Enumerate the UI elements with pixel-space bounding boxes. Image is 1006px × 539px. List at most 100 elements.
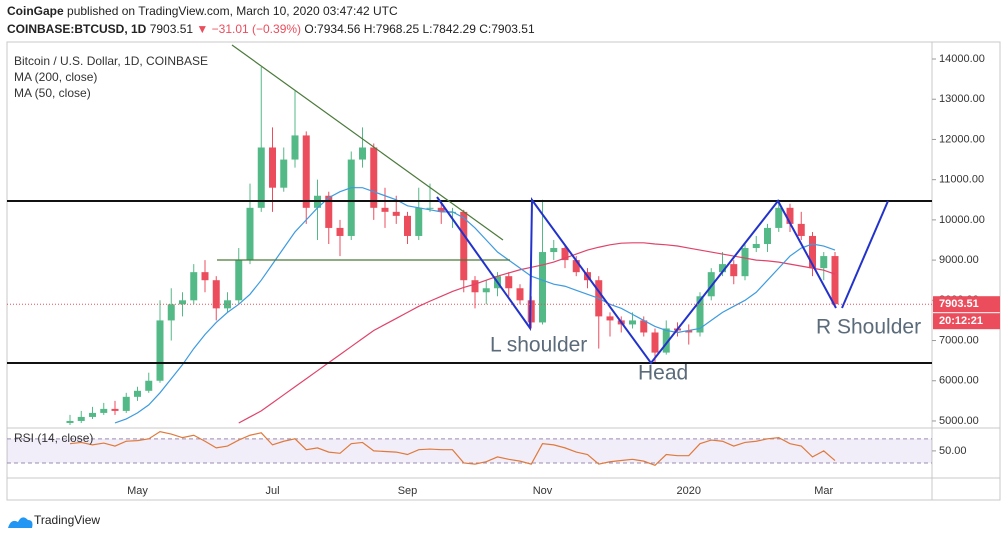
candle-body [741,248,749,277]
candle-body [89,412,96,417]
pattern-line [436,196,837,365]
high: H:7968.25 [364,22,420,36]
header-line-2: COINBASE:BTCUSD, 1D 7903.51 ▼ −31.01 (−0… [7,22,535,36]
series-line [69,430,836,467]
logo: TradingView [8,513,100,528]
candle-body [460,211,468,281]
candle-body [302,135,310,208]
candle-body [719,264,726,273]
candle-body [347,159,355,236]
candle-body [370,147,378,208]
candle-body [809,235,816,269]
low: L:7842.29 [423,22,477,36]
candle-body [651,332,659,353]
candle-body [415,207,423,236]
candle-body [606,316,614,321]
candle-body [66,420,74,423]
annotation: L shoulder [490,334,587,357]
candle-body [392,211,400,216]
candle-body [190,272,198,301]
candle-body [291,135,299,160]
candle-body [100,408,108,413]
pattern-projection [841,200,889,309]
annotation: R Shoulder [816,316,921,339]
x-tick-label: Mar [814,485,833,497]
logo-icon [8,517,33,528]
y-tick-label: 11000.00 [939,174,984,186]
x-tick-label: 2020 [677,485,701,497]
candle-body [280,159,288,188]
candle-body [505,276,513,289]
annotation: Head [638,362,688,385]
candle-body [561,248,569,261]
candle-body [381,207,389,212]
candle-body [111,408,119,411]
published: published on TradingView.com, March 10, … [67,4,398,18]
candle-body [685,330,693,333]
y-tick-label: 12000.00 [939,133,985,145]
frame [6,41,1001,501]
candle-body [572,260,580,273]
candle-body [730,264,738,277]
candle-body [201,272,209,281]
candle-body [122,396,130,411]
last-price-label: 7903.51 [939,298,979,310]
y-tick-label: 14000.00 [939,53,985,65]
candle-body [539,252,546,323]
brand: TradingView [34,513,100,527]
candle-body [77,416,85,421]
candle-body [145,380,153,391]
candle-body [167,304,175,321]
last-price-tag [933,296,1000,313]
x-tick-label: Jul [265,485,279,497]
candle-body [235,260,243,301]
countdown: 20:12:21 [939,315,983,327]
candle-body [752,244,760,249]
candle-body [764,227,771,245]
candle-body [179,300,186,305]
candle-body [820,256,828,269]
candle-body [336,227,344,236]
publisher: CoinGape [7,4,64,18]
y-tick-label: 7000.00 [939,334,979,346]
candle-body [257,147,265,208]
trend-line [231,44,504,241]
x-tick-label: May [127,485,148,497]
legend-entry: MA (50, close) [14,86,91,100]
y-tick-label: 5000.00 [939,415,979,427]
candle-body [437,207,445,212]
change: ▼ −31.01 (−0.39%) [196,22,301,36]
candle-body [786,207,794,224]
x-tick-label: Sep [398,485,418,497]
candle-body [325,195,333,228]
close: C:7903.51 [479,22,535,36]
candle-body [696,296,704,333]
candle-body [404,215,411,236]
candle-body [224,300,231,309]
candle-body [640,320,648,333]
candle-body [629,320,636,325]
legend-entry: MA (200, close) [14,70,97,84]
last: 7903.51 [150,22,194,36]
candle-body [482,288,490,293]
y-tick-label: 6000.00 [939,375,979,387]
x-tick-label: Nov [533,485,553,497]
candle-body [662,328,670,353]
candle-body [775,207,783,228]
plot: 5000.006000.007000.008000.009000.0010000… [7,53,985,467]
candle-body [246,207,254,261]
candle-body [156,320,164,381]
candle-body [134,390,141,397]
rsi-band [7,438,932,463]
symbol: COINBASE:BTCUSD, 1D [7,22,147,36]
candle-body [516,288,524,301]
candle-body [797,223,805,236]
header-line-1: CoinGape published on TradingView.com, M… [7,4,398,18]
candle-body [269,147,276,188]
legend-entry: RSI (14, close) [14,431,93,445]
series-line [114,187,836,424]
candle-body [831,256,839,305]
candle-body [359,147,366,160]
